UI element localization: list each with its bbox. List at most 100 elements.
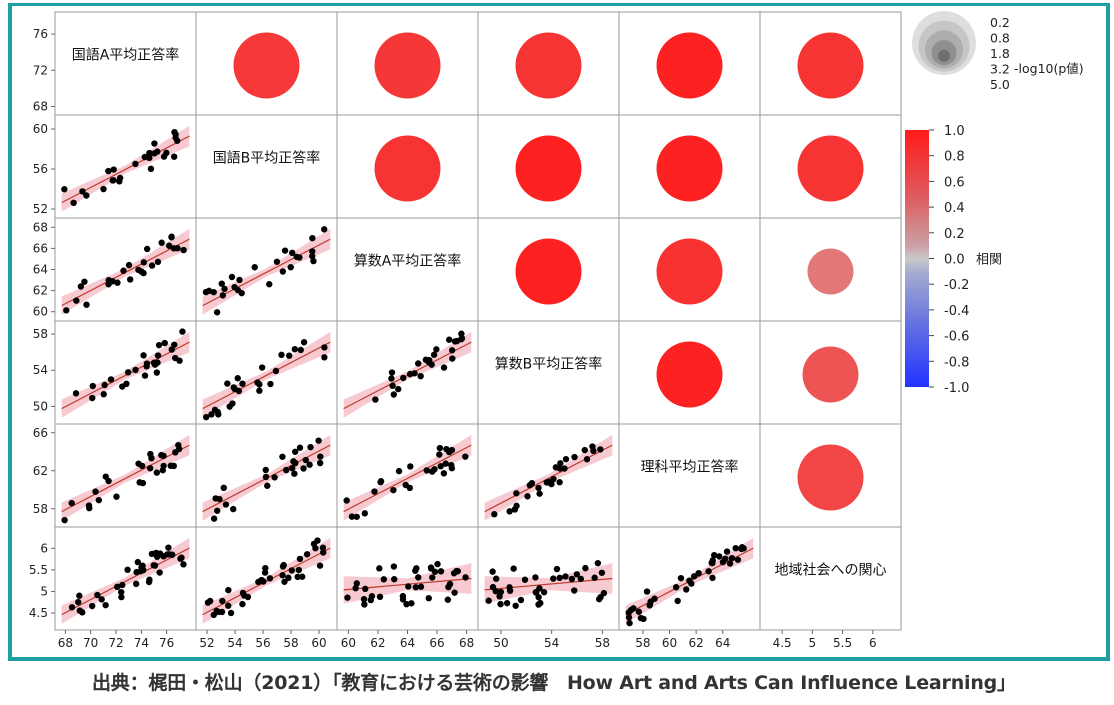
data-point bbox=[405, 583, 412, 590]
data-point bbox=[513, 490, 520, 497]
data-point bbox=[221, 285, 228, 293]
data-point bbox=[288, 567, 296, 574]
data-point bbox=[291, 470, 298, 477]
x-tick-label: 6 bbox=[869, 636, 877, 650]
data-point bbox=[140, 566, 147, 574]
data-point bbox=[390, 486, 397, 494]
y-tick-label: 60 bbox=[33, 305, 48, 319]
data-point bbox=[705, 568, 712, 575]
color-legend-value: -0.6 bbox=[944, 330, 969, 345]
data-point bbox=[140, 259, 147, 266]
size-legend-value: 0.8 bbox=[990, 31, 1010, 46]
data-point bbox=[600, 589, 608, 597]
data-point bbox=[732, 544, 739, 552]
data-point bbox=[412, 584, 420, 591]
data-point bbox=[462, 453, 469, 460]
data-point bbox=[291, 448, 299, 455]
data-point bbox=[540, 589, 548, 596]
data-point bbox=[536, 490, 543, 497]
data-point bbox=[568, 575, 576, 583]
correlation-bubble bbox=[797, 444, 864, 511]
data-point bbox=[430, 351, 438, 358]
data-point bbox=[132, 160, 139, 168]
y-tick-label: 62 bbox=[33, 284, 48, 298]
data-point bbox=[180, 246, 187, 254]
data-point bbox=[286, 352, 293, 359]
data-point bbox=[390, 391, 397, 398]
size-legend-value: 0.2 bbox=[990, 15, 1010, 30]
y-tick-label: 54 bbox=[33, 363, 48, 377]
y-tick-label: 72 bbox=[33, 63, 48, 77]
data-point bbox=[316, 459, 324, 467]
data-point bbox=[449, 355, 456, 362]
data-point bbox=[583, 456, 591, 463]
x-tick-label: 60 bbox=[662, 636, 677, 650]
data-point bbox=[630, 605, 637, 612]
data-point bbox=[513, 502, 520, 510]
data-point bbox=[556, 479, 563, 486]
data-point bbox=[288, 464, 296, 472]
data-point bbox=[225, 586, 232, 594]
data-point bbox=[402, 481, 409, 489]
y-tick-label: 6 bbox=[40, 541, 48, 555]
data-point bbox=[532, 574, 539, 581]
data-point bbox=[256, 381, 263, 388]
data-point bbox=[79, 188, 86, 195]
data-point bbox=[94, 591, 101, 599]
data-point bbox=[133, 568, 140, 576]
data-point bbox=[723, 548, 731, 555]
data-point bbox=[317, 453, 324, 460]
data-point bbox=[299, 573, 306, 580]
matrix-cell bbox=[477, 320, 620, 425]
data-point bbox=[168, 346, 175, 353]
correlation-bubble bbox=[797, 135, 864, 202]
x-tick-label: 58 bbox=[595, 636, 610, 650]
data-point bbox=[282, 466, 290, 474]
x-tick-label: 68 bbox=[58, 636, 73, 650]
data-point bbox=[422, 356, 430, 363]
data-point bbox=[124, 369, 132, 376]
data-point bbox=[105, 281, 112, 288]
data-point bbox=[440, 364, 448, 371]
correlation-bubble bbox=[802, 346, 859, 403]
data-point bbox=[446, 336, 453, 343]
data-point bbox=[389, 382, 396, 389]
y-tick-label: 76 bbox=[33, 27, 48, 41]
data-point bbox=[278, 351, 285, 359]
y-tick-label: 58 bbox=[33, 327, 48, 341]
data-point bbox=[279, 268, 287, 275]
data-point bbox=[362, 585, 369, 593]
data-point bbox=[312, 545, 319, 552]
x-tick-label: 74 bbox=[134, 636, 149, 650]
data-point bbox=[281, 247, 289, 254]
data-point bbox=[462, 574, 469, 581]
data-point bbox=[296, 444, 304, 451]
data-point bbox=[295, 566, 303, 574]
data-point bbox=[143, 363, 150, 370]
data-point bbox=[296, 555, 304, 563]
data-point bbox=[411, 370, 418, 377]
x-tick-label: 62 bbox=[689, 636, 704, 650]
data-point bbox=[306, 461, 313, 468]
data-point bbox=[165, 544, 172, 551]
data-point bbox=[562, 455, 570, 463]
x-tick-label: 62 bbox=[370, 636, 385, 650]
data-point bbox=[577, 575, 585, 583]
correlation-bubble bbox=[656, 32, 723, 99]
x-tick-label: 5.5 bbox=[833, 636, 852, 650]
data-point bbox=[236, 276, 243, 284]
fit-line bbox=[61, 444, 190, 513]
data-point bbox=[637, 614, 645, 622]
color-legend-value: -1.0 bbox=[944, 381, 969, 396]
data-point bbox=[155, 341, 163, 349]
data-point bbox=[719, 558, 727, 566]
data-point bbox=[556, 574, 563, 582]
x-tick-label: 64 bbox=[400, 636, 415, 650]
data-point bbox=[148, 262, 156, 269]
data-point bbox=[101, 381, 108, 389]
data-point bbox=[734, 556, 742, 563]
data-point bbox=[124, 566, 131, 574]
data-point bbox=[492, 587, 499, 595]
data-point bbox=[165, 551, 173, 558]
data-point bbox=[83, 192, 90, 199]
